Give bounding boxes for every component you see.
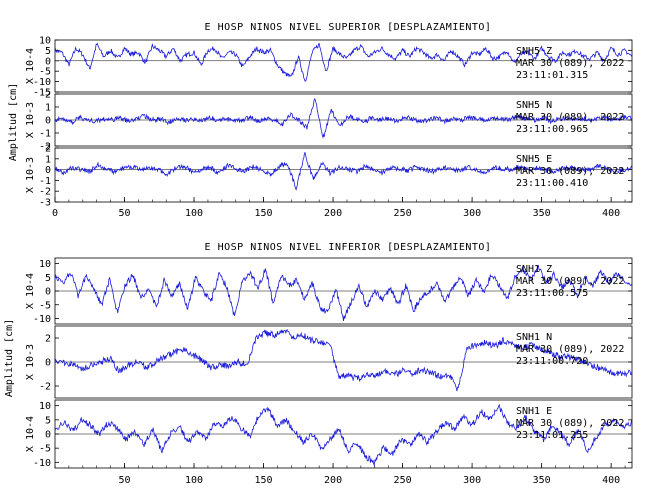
- x-tick-label: 400: [602, 475, 620, 486]
- waveform-trace: [54, 151, 633, 191]
- x-tick-label: 150: [255, 208, 273, 219]
- y-tick-label: -5: [39, 300, 51, 311]
- annotation-channel: SNH1 Z: [516, 264, 552, 275]
- y-tick-label: 0: [45, 56, 51, 67]
- y-tick-label: 0: [45, 165, 51, 176]
- x-tick-label: 300: [463, 475, 481, 486]
- x-tick-label: 250: [394, 208, 412, 219]
- bottom-ylabel: Amplitud [cm]: [4, 319, 15, 397]
- annotation-channel: SNH5 Z: [516, 46, 552, 57]
- annotation-date: MAR 30 (089), 2022: [516, 166, 624, 177]
- x-tick-label: 200: [324, 208, 342, 219]
- scale-label: X 10-4: [25, 416, 36, 452]
- y-tick-label: -2: [39, 382, 51, 393]
- waveform-trace: [54, 264, 633, 321]
- x-tick-label: 300: [463, 208, 481, 219]
- x-tick-label: 100: [185, 208, 203, 219]
- y-tick-label: -10: [33, 458, 51, 469]
- y-tick-label: -10: [33, 314, 51, 325]
- annotation-channel: SNH5 N: [516, 100, 552, 111]
- annotation-date: MAR 30 (089), 2022: [516, 418, 624, 429]
- waveform-trace: [54, 328, 633, 392]
- y-tick-label: -1: [39, 129, 51, 140]
- waveform-trace: [54, 42, 633, 82]
- y-tick-label: -5: [39, 444, 51, 455]
- annotation-channel: SNH1 E: [516, 406, 552, 417]
- y-tick-label: -10: [33, 77, 51, 88]
- y-tick-label: 10: [39, 259, 51, 270]
- x-tick-label: 50: [118, 475, 130, 486]
- annotation-date: MAR 30 (089), 2022: [516, 58, 624, 69]
- y-tick-label: 0: [45, 358, 51, 369]
- y-tick-label: 5: [45, 415, 51, 426]
- waveform-trace: [54, 403, 633, 467]
- y-tick-label: 1: [45, 154, 51, 165]
- y-tick-label: 10: [39, 36, 51, 47]
- x-tick-label: 100: [185, 475, 203, 486]
- annotation-time: 23:11:01.315: [516, 70, 588, 81]
- scale-label: X 10-4: [25, 273, 36, 309]
- top-title: E HOSP NINOS NIVEL SUPERIOR [DESPLAZAMIE…: [205, 22, 492, 33]
- scale-label: X 10-3: [25, 157, 36, 193]
- x-tick-label: 250: [394, 475, 412, 486]
- scale-label: X 10-3: [25, 102, 36, 138]
- y-tick-label: 0: [45, 287, 51, 298]
- scale-label: X 10-3: [25, 344, 36, 380]
- annotation-time: 23:11:00.965: [516, 124, 588, 135]
- y-tick-label: 10: [39, 401, 51, 412]
- annotation-time: 23:11:00.410: [516, 178, 588, 189]
- y-tick-label: 2: [45, 90, 51, 101]
- top-x-axis: 0 50 100 150 200 250 300 350 400: [52, 197, 626, 219]
- y-tick-label: 0: [45, 430, 51, 441]
- y-tick-label: -2: [39, 142, 51, 153]
- annotation-channel: SNH5 E: [516, 154, 552, 165]
- y-tick-label: 1: [45, 103, 51, 114]
- annotation-date: MAR 30 (089), 2022: [516, 276, 624, 287]
- x-tick-label: 50: [118, 208, 130, 219]
- panel-frame: [54, 147, 633, 203]
- x-tick-label: 150: [255, 475, 273, 486]
- x-tick-label: 400: [602, 208, 620, 219]
- top-ylabel: Amplitud [cm]: [8, 83, 19, 161]
- panel-frame: [54, 39, 633, 93]
- scale-label: X 10-4: [25, 48, 36, 84]
- y-tick-label: -2: [39, 187, 51, 198]
- annotation-date: MAR 30 (089), 2022: [516, 344, 624, 355]
- y-tick-label: -5: [39, 67, 51, 78]
- y-tick-label: 5: [45, 46, 51, 57]
- y-tick-label: 0: [45, 116, 51, 127]
- y-tick-label: -1: [39, 176, 51, 187]
- top-figure: E HOSP NINOS NIVEL SUPERIOR [DESPLAZAMIE…: [8, 22, 633, 219]
- annotation-time: 23:11:01.255: [516, 430, 588, 441]
- x-tick-label: 350: [533, 475, 551, 486]
- annotation-channel: SNH1 N: [516, 332, 552, 343]
- y-tick-label: 2: [45, 334, 51, 345]
- x-tick-label: 350: [533, 208, 551, 219]
- x-tick-label: 200: [324, 475, 342, 486]
- bottom-figure: E HOSP NINOS NIVEL INFERIOR [DESPLAZAMIE…: [4, 242, 633, 486]
- waveform-trace: [54, 98, 633, 139]
- annotation-time: 23:11:00.575: [516, 288, 588, 299]
- annotation-time: 23:11:00.720: [516, 356, 588, 367]
- bottom-title: E HOSP NINOS NIVEL INFERIOR [DESPLAZAMIE…: [205, 242, 492, 253]
- bottom-x-axis: 50 100 150 200 250 300 350 400: [54, 463, 626, 486]
- y-tick-label: -15: [33, 88, 51, 99]
- y-tick-label: -3: [39, 198, 51, 209]
- annotation-date: MAR 30 (089), 2022: [516, 112, 624, 123]
- y-tick-label: 2: [45, 144, 51, 155]
- x-tick-label: 0: [52, 208, 58, 219]
- y-tick-label: 5: [45, 273, 51, 284]
